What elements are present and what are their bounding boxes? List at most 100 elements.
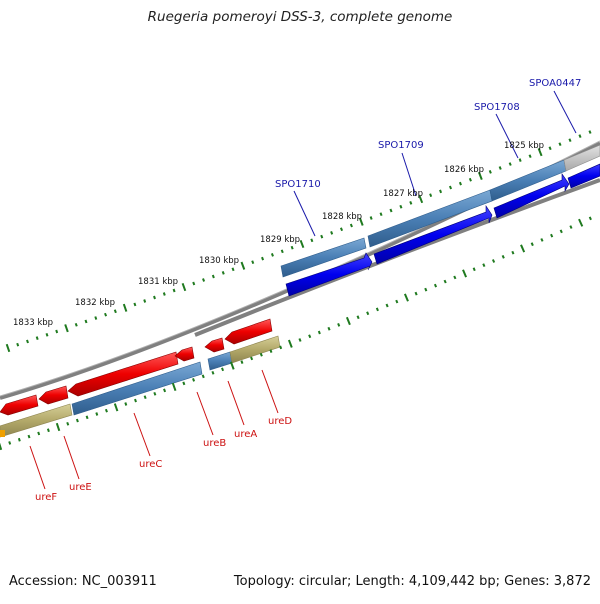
scale-tick xyxy=(433,283,438,288)
scale-label: 1831 kbp xyxy=(138,277,178,287)
scale-tick xyxy=(578,134,582,138)
callout-ureD xyxy=(261,369,279,414)
scale-tick xyxy=(414,291,418,296)
scale-tick xyxy=(369,216,373,220)
scale-label: 1827 kbp xyxy=(383,189,423,199)
scale-tick xyxy=(231,267,235,272)
scale-tick xyxy=(453,275,457,280)
callout-ureF xyxy=(29,445,46,490)
scale-tick xyxy=(240,360,244,364)
scale-tick xyxy=(55,422,61,432)
scale-label: 1825 kbp xyxy=(504,141,544,151)
scale-tick xyxy=(482,263,486,268)
scale-tick xyxy=(569,225,573,229)
scale-tick xyxy=(308,334,312,339)
scale-tick xyxy=(35,336,39,341)
orf-lower-edge xyxy=(0,430,5,437)
scale-tick xyxy=(568,138,572,142)
gene-ureD xyxy=(224,318,273,345)
genome-title: Ruegeria pomeroyi DSS-3, complete genome xyxy=(147,9,453,25)
scale-tick xyxy=(508,162,512,166)
scale-label: 1829 kbp xyxy=(260,235,300,245)
scale-tick xyxy=(488,170,492,174)
scale-tick xyxy=(558,142,562,146)
scale-label: 1828 kbp xyxy=(322,212,362,222)
scale-tick xyxy=(113,309,117,314)
scale-ticks-upper xyxy=(5,130,592,353)
scale-tick xyxy=(211,274,215,279)
gene-ureC xyxy=(67,351,179,397)
scale-tick xyxy=(356,315,360,320)
scale-tick xyxy=(133,302,137,307)
scale-tick xyxy=(429,193,433,198)
callout-spoa0447 xyxy=(553,90,577,134)
accession-text: Accession: NC_003911 xyxy=(9,574,157,589)
scale-tick xyxy=(269,349,273,353)
scale-tick xyxy=(5,343,11,353)
scale-tick xyxy=(520,244,526,253)
scale-tick xyxy=(75,418,79,423)
callout-ureB xyxy=(196,391,214,436)
callout-spo1708 xyxy=(495,113,519,159)
scale-tick xyxy=(395,299,399,304)
scale-tick xyxy=(320,234,324,239)
scale-tick xyxy=(399,204,403,209)
scale-tick xyxy=(104,408,108,413)
scale-tick xyxy=(259,352,263,357)
scale-tick xyxy=(211,370,215,375)
scale-tick xyxy=(0,442,3,451)
gene-label-ureB: ureB xyxy=(203,438,226,449)
orf-lower-3 xyxy=(207,351,233,371)
scale-tick xyxy=(389,208,393,213)
gene-label-spo1709: SPO1709 xyxy=(378,140,424,151)
scale-tick xyxy=(104,312,108,317)
scale-tick xyxy=(588,130,592,134)
scale-tick xyxy=(518,158,522,162)
gene-label-ureE: ureE xyxy=(69,482,92,493)
gene-label-spo1710: SPO1710 xyxy=(275,179,321,190)
scale-tick xyxy=(279,345,283,350)
scale-tick xyxy=(134,398,137,403)
scale-tick xyxy=(290,245,294,250)
scale-tick xyxy=(409,201,413,205)
scale-tick xyxy=(339,227,344,232)
scale-tick xyxy=(588,216,592,221)
gene-label-spo1708: SPO1708 xyxy=(474,102,520,113)
scale-tick xyxy=(287,339,293,348)
gene-label-ureD: ureD xyxy=(268,416,292,427)
orf-spo1710 xyxy=(280,237,367,278)
scale-tick xyxy=(501,254,505,259)
scale-tick xyxy=(192,281,196,286)
scale-tick xyxy=(530,242,534,247)
scale-tick xyxy=(153,391,157,396)
scale-tick xyxy=(498,166,502,170)
callout-ureC xyxy=(133,412,151,457)
scale-tick xyxy=(468,177,472,182)
scale-tick xyxy=(472,267,476,272)
scale-tick xyxy=(163,388,167,393)
gene-spoa0447 xyxy=(567,163,600,189)
scale-tick xyxy=(511,250,515,255)
scale-tick xyxy=(458,181,462,186)
gene-label-ureF: ureF xyxy=(35,492,57,503)
scale-tick xyxy=(251,260,255,265)
scale-tick xyxy=(537,148,543,157)
callout-ureE xyxy=(63,435,80,480)
genome-summary-text: Topology: circular; Length: 4,109,442 bp… xyxy=(233,574,591,589)
scale-tick xyxy=(424,287,428,292)
scale-tick xyxy=(240,261,246,270)
scale-tick xyxy=(443,279,447,284)
scale-tick xyxy=(337,323,341,327)
scale-tick xyxy=(280,249,284,254)
scale-tick xyxy=(94,316,98,320)
scale-tick xyxy=(358,217,364,226)
scale-tick xyxy=(27,434,31,439)
scale-tick xyxy=(143,395,147,400)
scale-tick xyxy=(548,146,552,151)
scale-tick xyxy=(448,185,453,190)
scale-tick xyxy=(172,288,176,293)
gene-ureE xyxy=(38,385,69,405)
gene-ureB xyxy=(174,346,195,362)
